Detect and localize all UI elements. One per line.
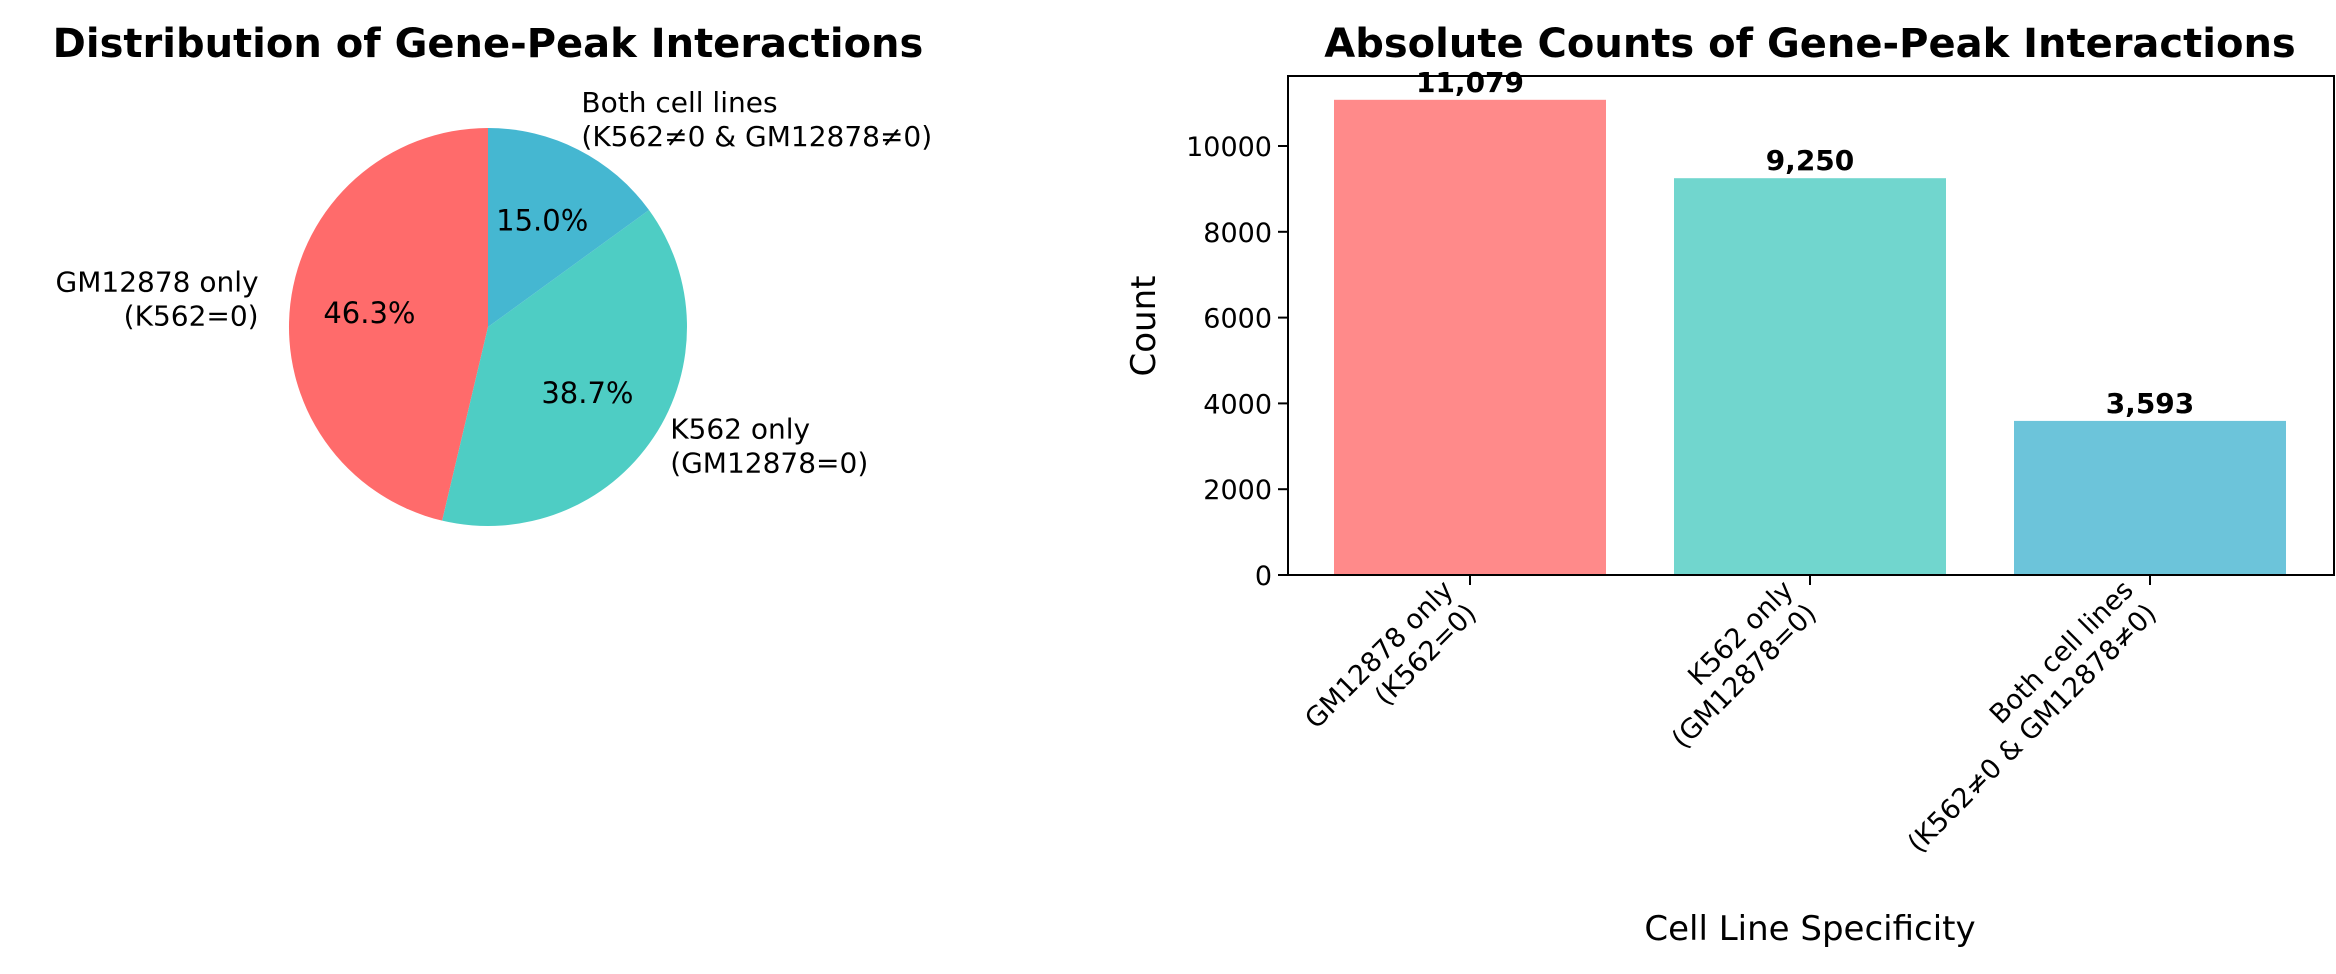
pie-chart-panel: Distribution of Gene-Peak Interactions 4… bbox=[53, 21, 933, 527]
bar-chart-panel: Absolute Counts of Gene-Peak Interaction… bbox=[1124, 21, 2335, 949]
axes-frame bbox=[1287, 75, 2335, 576]
pie-slice bbox=[442, 210, 687, 527]
bar bbox=[1674, 178, 1946, 575]
y-tick-label: 10000 bbox=[1186, 132, 1272, 163]
y-tick-label: 2000 bbox=[1203, 475, 1272, 506]
bar-chart-title: Absolute Counts of Gene-Peak Interaction… bbox=[1324, 21, 2295, 67]
bar-value-labels: 11,079 9,250 3,593 bbox=[1416, 66, 2194, 420]
y-tick-label: 6000 bbox=[1203, 304, 1272, 335]
bar-value-label: 3,593 bbox=[2106, 387, 2195, 420]
bars bbox=[1334, 99, 2286, 576]
y-tick-label: 0 bbox=[1255, 561, 1272, 592]
x-tick-label: Both cell lines(K562≠0 & GM12878≠0) bbox=[1879, 575, 2163, 859]
x-tick-label: GM12878 only(K562=0) bbox=[1299, 575, 1483, 759]
pie-category-label: K562 only (GM12878=0) bbox=[670, 412, 868, 479]
pie-percent-label: 38.7% bbox=[541, 376, 633, 410]
y-axis: 0 2000 4000 6000 8000 10000 bbox=[1186, 132, 1288, 592]
pie-category-label: Both cell lines (K562≠0 & GM12878≠0) bbox=[581, 86, 932, 153]
pie-category-label: GM12878 only (K562=0) bbox=[56, 266, 259, 333]
y-tick-label: 4000 bbox=[1203, 389, 1272, 420]
pie-slices bbox=[288, 128, 687, 527]
bar-value-label: 11,079 bbox=[1416, 66, 1524, 99]
pie-slice bbox=[488, 128, 649, 327]
pie-percent-label: 46.3% bbox=[323, 296, 415, 330]
pie-percent-label: 15.0% bbox=[496, 204, 588, 238]
x-axis: GM12878 only(K562=0) K562 only(GM12878=0)… bbox=[1299, 575, 2163, 859]
pie-slice bbox=[288, 128, 488, 521]
y-axis-label: Count bbox=[1124, 276, 1164, 377]
y-tick-label: 8000 bbox=[1203, 218, 1272, 249]
bar bbox=[2014, 420, 2286, 575]
x-axis-label: Cell Line Specificity bbox=[1644, 909, 1975, 949]
bar bbox=[1334, 99, 1606, 576]
pie-slice-labels: 46.3% GM12878 only (K562=0) 38.7% K562 only(… bbox=[56, 86, 933, 479]
pie-chart-title: Distribution of Gene-Peak Interactions bbox=[53, 21, 924, 67]
x-tick-label: K562 only(GM12878=0) bbox=[1643, 575, 1823, 755]
bar-value-label: 9,250 bbox=[1766, 144, 1855, 177]
